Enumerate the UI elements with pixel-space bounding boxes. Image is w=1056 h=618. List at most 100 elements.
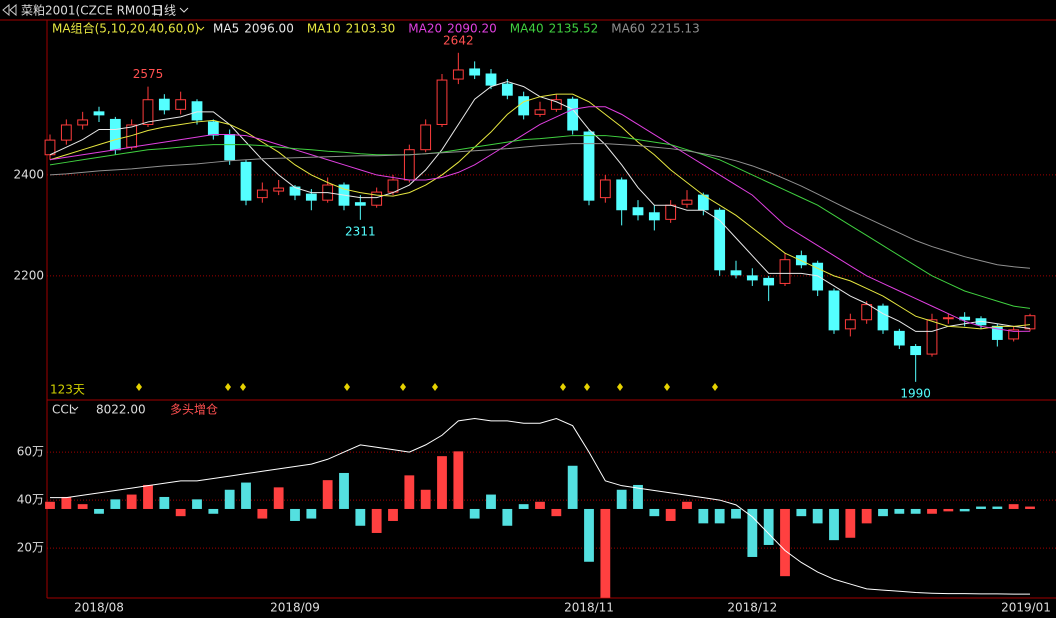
dropdown-icon[interactable]: [197, 26, 205, 31]
oi-change-bar: [943, 508, 954, 512]
oi-change-bar: [812, 508, 823, 524]
candle-body: [828, 290, 840, 331]
candle-body: [501, 83, 513, 96]
legend-value: 2135.52: [549, 22, 599, 36]
oi-change-bar: [780, 508, 790, 577]
oi-change-bar: [763, 508, 774, 545]
oi-change-bar: [453, 451, 464, 509]
oi-change-bar: [698, 508, 709, 524]
candle-body: [730, 270, 742, 276]
event-marker: [240, 383, 246, 391]
ma-line: [49, 93, 1031, 330]
oi-change-bar: [502, 508, 513, 526]
candle-body: [632, 207, 644, 216]
candle-body: [436, 79, 448, 125]
event-markers: [136, 383, 718, 391]
oi-change-bar: [371, 508, 382, 533]
oi-change-bar: [192, 499, 202, 509]
event-marker: [560, 383, 566, 391]
event-marker: [344, 383, 350, 391]
dropdown-icon[interactable]: [71, 406, 79, 411]
oi-change-bar: [159, 496, 170, 509]
oi-change-bar: [45, 501, 55, 509]
ma-line: [49, 135, 1031, 309]
candle-body: [926, 319, 938, 355]
candle-body: [518, 96, 530, 116]
oi-change-bar: [355, 508, 366, 526]
signal: 多头增仓: [170, 403, 218, 417]
event-marker: [400, 383, 406, 391]
event-marker: [712, 383, 718, 391]
oi-change-bar: [992, 506, 1003, 509]
oi-change-bar: [616, 489, 627, 509]
candle-body: [779, 259, 791, 284]
oi-change-bar: [469, 508, 480, 519]
oi-change-bar: [110, 499, 121, 509]
oi-change-bar: [1025, 506, 1035, 509]
candle-body: [648, 212, 660, 221]
y-tick-label: 60万: [17, 445, 44, 459]
candle-body: [175, 99, 187, 110]
oi-change-bar: [126, 494, 137, 509]
candle-body: [469, 68, 481, 76]
oi-change-bar: [94, 508, 104, 514]
period[interactable]: 日线: [152, 4, 176, 18]
candle-body: [877, 305, 889, 331]
oi-change-bar: [143, 484, 153, 509]
candle-body: [191, 101, 203, 121]
oi-change-bar: [224, 489, 235, 509]
ma-line: [49, 106, 1031, 332]
candle-body: [567, 98, 579, 131]
candle-body: [256, 189, 268, 199]
oi-change-bar: [437, 456, 447, 509]
price-extreme-label: 2642: [443, 33, 474, 47]
candle-body: [387, 179, 399, 193]
oi-change-bar: [77, 504, 88, 509]
y-tick-label: 2400: [13, 167, 44, 181]
oi-change-bar: [910, 508, 921, 514]
price-extreme-label: 2575: [133, 67, 164, 81]
candle-body: [714, 209, 726, 271]
y-tick-label: 2200: [13, 268, 44, 282]
candle-body: [44, 139, 56, 156]
oi-change-bar: [404, 475, 415, 509]
y-tick-label: 20万: [17, 541, 44, 555]
candle-body: [763, 277, 775, 286]
oi-change-bar: [731, 508, 741, 519]
oi-change-bar: [567, 465, 578, 509]
oi-change-bar: [290, 508, 300, 521]
oi-change-bar: [861, 508, 872, 524]
candle-body: [354, 202, 366, 206]
candle-body: [207, 121, 219, 136]
candle-body: [893, 330, 905, 346]
candle-body: [812, 262, 824, 291]
candle-body: [1008, 329, 1020, 340]
indicator-name[interactable]: CCL: [52, 403, 76, 417]
oi-change-bar: [551, 508, 562, 517]
candle-body: [746, 275, 758, 281]
oi-change-bar: [878, 508, 888, 517]
legend-value: 2096.00: [244, 22, 294, 36]
dropdown-icon[interactable]: [179, 7, 189, 13]
candle-body: [534, 109, 546, 115]
ma-group[interactable]: MA组合(5,10,20,40,60,0): [52, 21, 199, 36]
oi-change-bar: [633, 484, 643, 509]
oi-change-bar: [959, 508, 970, 512]
candle-body: [224, 134, 236, 161]
event-marker: [584, 383, 590, 391]
candle-body: [109, 118, 121, 151]
oi-change-bar: [273, 487, 284, 509]
candle-body: [861, 304, 873, 321]
oi-change-bar: [1008, 504, 1019, 509]
candle-body: [844, 319, 856, 330]
nav-icon[interactable]: [2, 3, 17, 17]
candle-body: [681, 199, 693, 205]
x-tick-label: 2018/08: [74, 601, 124, 615]
candle-body: [273, 187, 285, 192]
candle-body: [1024, 315, 1036, 330]
candle-body: [452, 69, 464, 80]
legend-value: 2215.13: [650, 22, 700, 36]
oi-change-bar: [796, 508, 807, 517]
oi-change-bar: [322, 480, 333, 509]
oi-change-bar: [747, 508, 758, 557]
